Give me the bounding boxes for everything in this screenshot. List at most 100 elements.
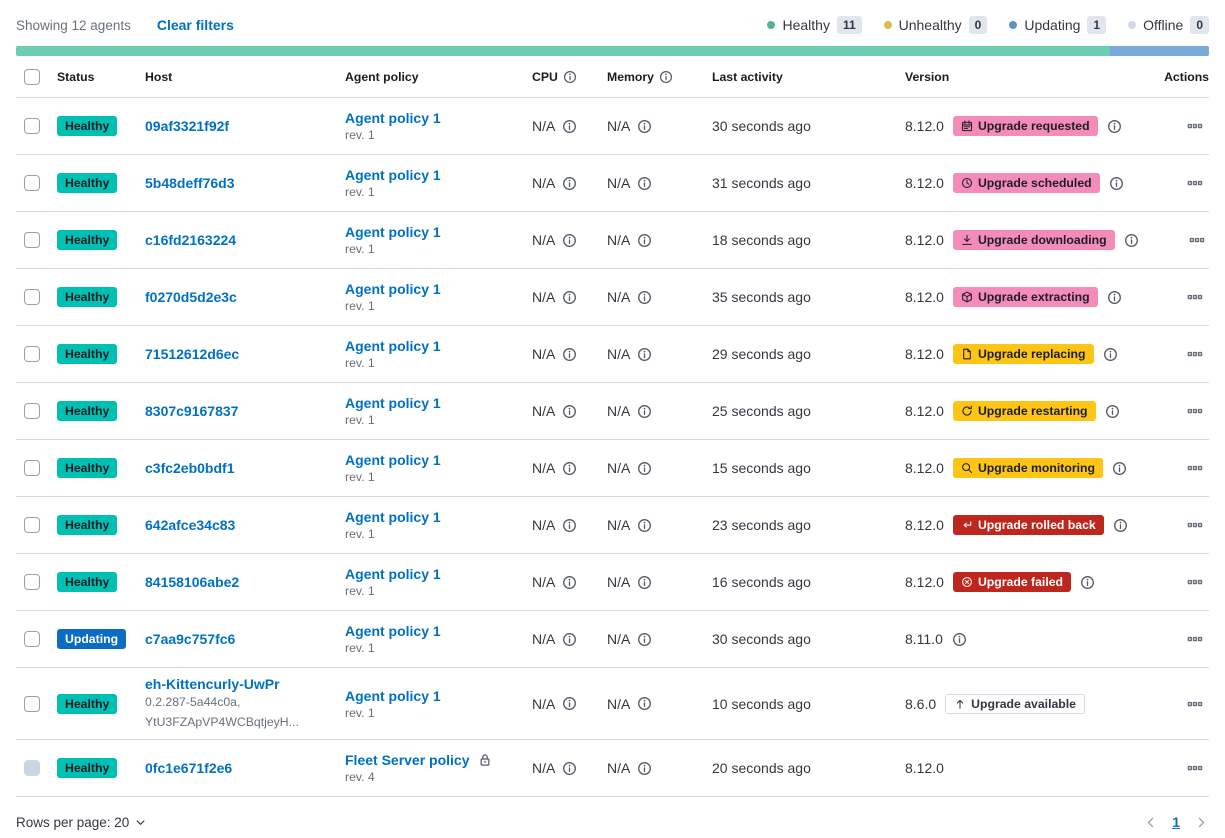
host-link[interactable]: c3fc2eb0bdf1 [145,460,235,476]
row-actions-button[interactable] [1187,346,1203,362]
upgrade-details-info-icon[interactable] [1080,575,1095,590]
agent-policy-link[interactable]: Agent policy 1 [345,395,441,411]
agent-policy-link[interactable]: Agent policy 1 [345,338,441,354]
agent-policy-link[interactable]: Agent policy 1 [345,687,441,704]
cpu-na-info-icon[interactable] [562,575,577,590]
cpu-na-info-icon[interactable] [562,404,577,419]
agent-status-badge: Healthy [57,116,118,136]
cpu-na-info-icon[interactable] [562,696,577,711]
row-actions-button[interactable] [1187,760,1203,776]
host-link[interactable]: 0fc1e671f2e6 [145,760,233,776]
memory-value: N/A [607,517,631,533]
host-link[interactable]: f0270d5d2e3c [145,289,237,305]
row-checkbox[interactable] [24,574,40,590]
row-checkbox[interactable] [24,289,40,305]
host-link[interactable]: c7aa9c757fc6 [145,631,236,647]
agent-policy-link[interactable]: Agent policy 1 [345,281,441,297]
row-actions-button[interactable] [1187,289,1203,305]
rows-per-page-button[interactable]: Rows per page: 20 [16,815,147,830]
row-checkbox[interactable] [24,175,40,191]
row-actions-button[interactable] [1189,232,1205,248]
row-checkbox[interactable] [24,232,40,248]
memory-na-info-icon[interactable] [637,575,652,590]
memory-info-icon[interactable] [659,70,673,84]
row-actions-button[interactable] [1187,403,1203,419]
upgrade-details-info-icon[interactable] [1105,404,1120,419]
row-actions-button[interactable] [1187,175,1203,191]
legend-label: Unhealthy [898,17,962,33]
agent-policy-link[interactable]: Agent policy 1 [345,167,441,183]
memory-na-info-icon[interactable] [637,119,652,134]
policy-revision: rev. 4 [345,770,375,784]
upgrade-status-badge: Upgrade requested [952,116,1098,136]
row-checkbox[interactable] [24,695,40,712]
table-row: Healthy 8307c9167837 Agent policy 1 rev.… [16,383,1209,440]
agent-policy-link[interactable]: Agent policy 1 [345,110,441,126]
agent-policy-link[interactable]: Agent policy 1 [345,566,441,582]
memory-na-info-icon[interactable] [637,290,652,305]
upgrade-details-info-icon[interactable] [1107,119,1122,134]
health-bar-segment-updating [1109,46,1209,56]
host-link[interactable]: c16fd2163224 [145,232,237,248]
policy-revision: rev. 1 [345,128,375,142]
upgrade-details-info-icon[interactable] [1109,176,1124,191]
cpu-na-info-icon[interactable] [562,233,577,248]
memory-value: N/A [607,232,631,248]
agent-policy-link[interactable]: Agent policy 1 [345,452,441,468]
memory-na-info-icon[interactable] [637,518,652,533]
cpu-na-info-icon[interactable] [562,761,577,776]
row-actions-button[interactable] [1187,460,1203,476]
row-checkbox[interactable] [24,631,40,647]
page-number-1[interactable]: 1 [1172,814,1180,830]
memory-na-info-icon[interactable] [637,632,652,647]
memory-na-info-icon[interactable] [637,404,652,419]
upgrade-details-info-icon[interactable] [1103,347,1118,362]
cpu-na-info-icon[interactable] [562,632,577,647]
upgrade-details-info-icon[interactable] [1107,290,1122,305]
cpu-na-info-icon[interactable] [562,290,577,305]
select-all-checkbox[interactable] [24,68,40,85]
row-actions-button[interactable] [1187,631,1203,647]
row-checkbox[interactable] [24,118,40,134]
upgrade-details-info-icon[interactable] [1112,461,1127,476]
cpu-info-icon[interactable] [563,70,577,84]
memory-na-info-icon[interactable] [637,176,652,191]
next-page-button[interactable] [1194,815,1209,830]
row-checkbox[interactable] [24,460,40,476]
agent-policy-link[interactable]: Agent policy 1 [345,224,441,240]
host-link[interactable]: eh-Kittencurly-UwPr [145,675,280,692]
row-actions-button[interactable] [1187,517,1203,533]
memory-na-info-icon[interactable] [637,347,652,362]
cpu-na-info-icon[interactable] [562,176,577,191]
legend-dot-icon [883,21,892,29]
agent-policy-link[interactable]: Fleet Server policy [345,752,470,768]
host-link[interactable]: 71512612d6ec [145,346,240,362]
host-link[interactable]: 642afce34c83 [145,517,236,533]
host-link[interactable]: 09af3321f92f [145,118,230,134]
memory-na-info-icon[interactable] [637,461,652,476]
host-link[interactable]: 8307c9167837 [145,403,239,419]
row-actions-button[interactable] [1187,118,1203,134]
upgrade-details-info-icon[interactable] [1113,518,1128,533]
legend-label: Healthy [782,17,830,33]
row-checkbox[interactable] [24,517,40,533]
agent-policy-link[interactable]: Agent policy 1 [345,509,441,525]
clear-filters-link[interactable]: Clear filters [156,17,234,33]
upgrade-details-info-icon[interactable] [952,632,967,647]
host-link[interactable]: 5b48deff76d3 [145,175,235,191]
host-link[interactable]: 84158106abe2 [145,574,240,590]
row-checkbox[interactable] [24,346,40,362]
memory-na-info-icon[interactable] [637,233,652,248]
upgrade-details-info-icon[interactable] [1124,233,1139,248]
memory-na-info-icon[interactable] [637,761,652,776]
agent-policy-link[interactable]: Agent policy 1 [345,623,441,639]
row-actions-button[interactable] [1187,574,1203,590]
cpu-na-info-icon[interactable] [562,347,577,362]
previous-page-button[interactable] [1143,815,1158,830]
row-checkbox[interactable] [24,403,40,419]
cpu-na-info-icon[interactable] [562,461,577,476]
cpu-na-info-icon[interactable] [562,119,577,134]
row-actions-button[interactable] [1187,696,1203,712]
memory-na-info-icon[interactable] [637,696,652,711]
cpu-na-info-icon[interactable] [562,518,577,533]
